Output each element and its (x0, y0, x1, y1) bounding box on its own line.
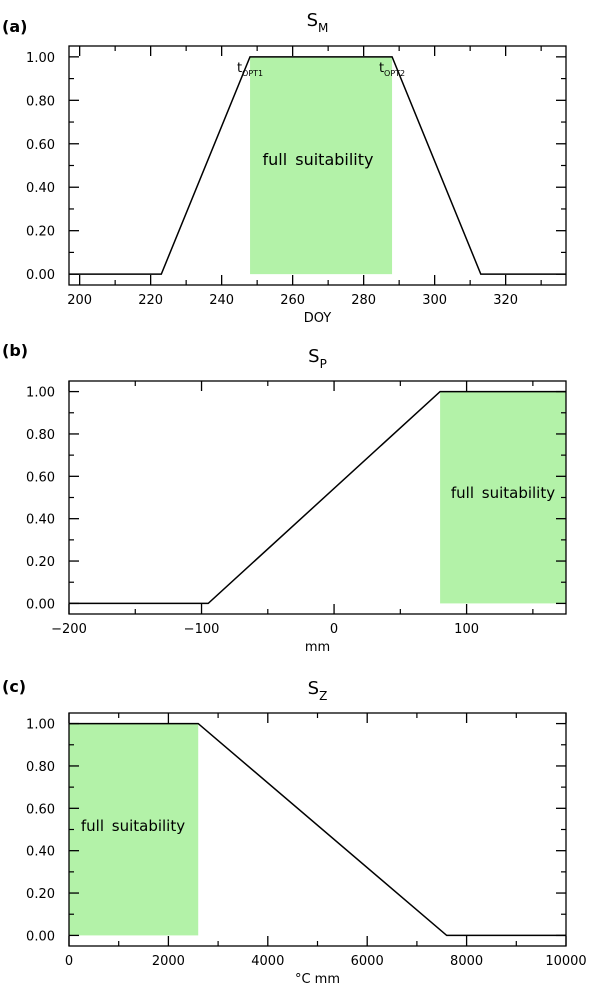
panel-label: (b) (2, 341, 28, 360)
annotation-opt2-sub: OPT2 (384, 69, 405, 78)
full-suitability-region (69, 723, 199, 936)
y-tick-label: 0.80 (26, 760, 55, 775)
x-axis-label: mm (305, 640, 330, 655)
y-tick-label: 0.60 (26, 138, 55, 153)
y-tick-label: 0.80 (26, 428, 55, 443)
panel-title-base: S (308, 678, 319, 699)
y-tick-label: 0.00 (26, 929, 55, 944)
x-tick-label: 4000 (251, 954, 284, 969)
y-tick-label: 0.00 (26, 268, 55, 283)
annotation-opt2: tOPT2 (379, 61, 405, 78)
panel-label: (a) (2, 17, 27, 36)
y-tick-label: 0.40 (26, 845, 55, 860)
x-axis-label: DOY (304, 311, 332, 326)
full-suitability-label: full suitability (451, 484, 555, 502)
x-tick-label: 240 (209, 293, 234, 308)
y-tick-label: 0.60 (26, 802, 55, 817)
annotation-opt1-sub: OPT1 (242, 69, 263, 78)
x-tick-label: 6000 (351, 954, 384, 969)
x-tick-label: −200 (51, 622, 87, 637)
x-tick-label: 300 (422, 293, 447, 308)
y-tick-label: 1.00 (26, 51, 55, 66)
full-suitability-region (440, 391, 566, 604)
annotation-opt1: tOPT1 (237, 61, 263, 78)
suitability-curve (69, 56, 566, 275)
panel-title: SP (308, 346, 327, 371)
y-tick-label: 0.60 (26, 470, 55, 485)
suitability-curve (69, 390, 566, 605)
x-tick-label: 0 (330, 622, 338, 637)
y-tick-label: 0.20 (26, 555, 55, 570)
x-tick-label: 0 (65, 954, 73, 969)
x-tick-label: 220 (138, 293, 163, 308)
x-tick-label: 320 (493, 293, 518, 308)
x-tick-label: −100 (184, 622, 220, 637)
y-tick-label: 0.20 (26, 225, 55, 240)
panel-title: SZ (308, 678, 328, 703)
panel-label: (c) (2, 677, 26, 696)
y-tick-label: 0.20 (26, 887, 55, 902)
annotation-opt2-base: t (379, 61, 384, 76)
y-tick-label: 1.00 (26, 386, 55, 401)
y-tick-label: 0.00 (26, 597, 55, 612)
suitability-curve (69, 722, 566, 937)
x-tick-label: 10000 (545, 954, 586, 969)
x-tick-label: 8000 (450, 954, 483, 969)
full-suitability-label: full suitability (81, 817, 185, 835)
y-tick-label: 0.80 (26, 94, 55, 109)
panel-title-base: S (308, 346, 319, 367)
y-tick-label: 0.40 (26, 181, 55, 196)
x-tick-label: 2000 (152, 954, 185, 969)
panel-title: SM (307, 10, 329, 35)
full-suitability-label: full suitability (263, 150, 374, 169)
y-tick-label: 0.40 (26, 513, 55, 528)
x-tick-label: 200 (67, 293, 92, 308)
full-suitability-region (250, 56, 393, 275)
panel-title-sub: P (320, 357, 327, 371)
panel-title-sub: Z (319, 689, 327, 703)
annotation-opt1-base: t (237, 61, 242, 76)
panel-title-sub: M (318, 21, 328, 35)
x-tick-label: 260 (280, 293, 305, 308)
y-tick-label: 1.00 (26, 718, 55, 733)
x-tick-label: 280 (351, 293, 376, 308)
panel-title-base: S (307, 10, 318, 31)
x-axis-label: °C mm (295, 972, 340, 987)
x-tick-label: 100 (454, 622, 479, 637)
